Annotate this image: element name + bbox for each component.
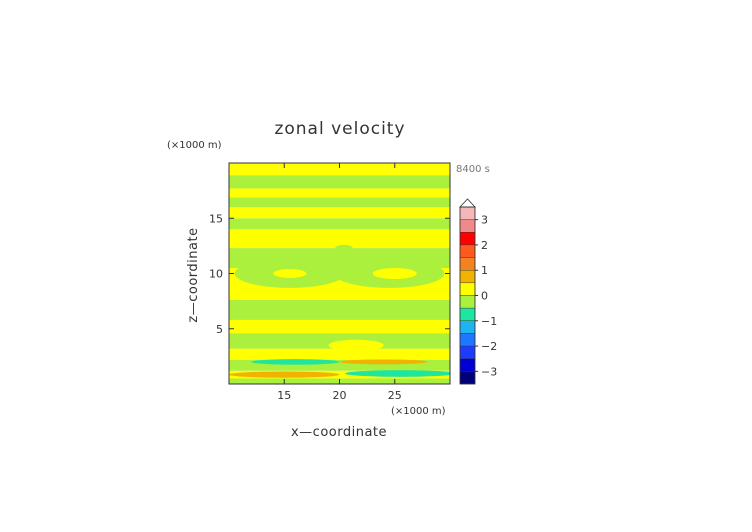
field-contour	[345, 370, 450, 377]
colorbar-swatch	[459, 320, 476, 334]
colorbar-swatch	[459, 295, 476, 309]
colorbar-tick-label: 0	[481, 290, 488, 303]
time-label: 8400 s	[456, 164, 490, 175]
y-axis-label: z—coordinate	[186, 227, 201, 322]
colorbar-swatch	[459, 219, 476, 233]
field-band	[229, 300, 450, 320]
y-tick-label: 5	[216, 323, 223, 336]
field-band	[229, 359, 450, 371]
y-tick-label: 10	[209, 268, 223, 281]
x-tick-label: 15	[277, 389, 291, 402]
colorbar-swatch	[459, 371, 476, 385]
field-band	[229, 218, 450, 230]
colorbar: 3 2 1 0 −1 −2 −3	[459, 198, 497, 385]
field-contour	[273, 269, 307, 278]
colorbar-tick-label: 1	[481, 264, 488, 277]
y-unit-label: (×1000 m)	[167, 140, 222, 151]
field-contour	[339, 359, 428, 365]
colorbar-swatch	[459, 257, 476, 271]
field-contour	[328, 339, 384, 351]
x-tick-label: 20	[333, 389, 347, 402]
field-contour	[335, 244, 353, 252]
colorbar-tick-label: 3	[481, 214, 488, 227]
field-band	[229, 229, 450, 249]
colorbar-swatch	[459, 270, 476, 284]
velocity-field	[229, 163, 450, 384]
colorbar-swatch	[459, 244, 476, 258]
colorbar-swatch	[459, 307, 476, 321]
x-unit-label: (×1000 m)	[391, 406, 446, 417]
field-band	[229, 175, 450, 189]
field-contour	[229, 371, 340, 378]
colorbar-swatch	[459, 333, 476, 347]
field-contour	[251, 359, 340, 365]
x-axis-label: x—coordinate	[291, 425, 387, 440]
colorbar-tick-label: −3	[481, 365, 497, 378]
field-band	[229, 319, 450, 334]
field-band	[229, 188, 450, 198]
chart-title: zonal velocity	[274, 119, 405, 139]
field-band	[229, 207, 450, 219]
field-contour	[372, 267, 417, 280]
x-tick-label: 25	[388, 389, 402, 402]
field-band	[229, 348, 450, 360]
colorbar-extend-arrow	[459, 198, 476, 208]
colorbar-tick-label: 2	[481, 239, 488, 252]
colorbar-swatch	[459, 206, 476, 220]
plot-axes: 15 20 25 5 10 15	[209, 162, 451, 402]
colorbar-swatch	[459, 345, 476, 359]
colorbar-swatch	[459, 232, 476, 246]
y-tick-label: 15	[209, 212, 223, 225]
colorbar-swatch	[459, 282, 476, 296]
colorbar-tick-label: −1	[481, 315, 497, 328]
colorbar-tick-label: −2	[481, 340, 497, 353]
colorbar-swatch	[459, 358, 476, 372]
field-band	[229, 197, 450, 208]
